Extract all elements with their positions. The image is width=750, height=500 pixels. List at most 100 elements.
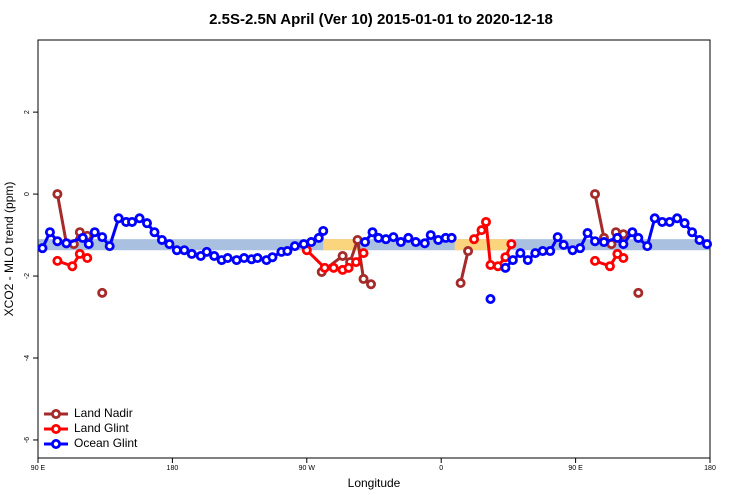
data-point xyxy=(252,253,263,264)
data-point xyxy=(351,257,362,268)
band-highlight xyxy=(454,239,509,251)
legend-label: Land Glint xyxy=(74,421,129,435)
data-point xyxy=(425,230,436,241)
x-tick-label: 180 xyxy=(704,465,716,472)
data-point xyxy=(337,250,348,261)
data-point xyxy=(358,273,369,284)
data-point xyxy=(67,261,78,272)
data-point xyxy=(52,255,63,266)
legend-label: Land Nadir xyxy=(74,406,133,420)
y-axis-label: XCO2 - MLO trend (ppm) xyxy=(2,182,16,317)
data-point xyxy=(463,246,474,257)
data-point xyxy=(702,239,713,250)
data-point xyxy=(82,253,93,264)
data-point xyxy=(507,255,518,266)
data-point xyxy=(44,227,55,238)
data-point xyxy=(627,227,638,238)
data-point xyxy=(367,227,378,238)
data-point xyxy=(694,234,705,245)
x-tick-label: 90 W xyxy=(299,465,316,472)
data-point xyxy=(97,232,108,243)
data-point xyxy=(403,232,414,243)
y-tick-label: -6 xyxy=(24,437,31,443)
x-axis-label: Longitude xyxy=(348,476,401,490)
data-point xyxy=(598,237,609,248)
data-point xyxy=(52,189,63,200)
data-point xyxy=(575,243,586,254)
data-point xyxy=(649,213,660,224)
data-point xyxy=(373,232,384,243)
data-point xyxy=(104,241,115,252)
y-tick-label: -2 xyxy=(24,273,31,279)
data-point xyxy=(590,189,601,200)
legend-marker xyxy=(51,438,62,449)
data-point xyxy=(552,232,563,243)
data-point xyxy=(618,239,629,250)
data-point xyxy=(672,213,683,224)
data-point xyxy=(687,227,698,238)
data-point xyxy=(267,252,278,263)
data-point xyxy=(604,261,615,272)
data-point xyxy=(186,248,197,259)
data-point xyxy=(83,239,94,250)
data-point xyxy=(289,241,300,252)
data-point xyxy=(328,262,339,273)
data-point xyxy=(476,225,487,236)
x-tick-label: 90 E xyxy=(31,465,46,472)
data-point xyxy=(366,279,377,290)
data-point xyxy=(545,246,556,257)
trend-band xyxy=(38,239,710,251)
data-point xyxy=(77,232,88,243)
data-point xyxy=(612,232,623,243)
legend-marker xyxy=(51,408,62,419)
data-point xyxy=(319,262,330,273)
data-point xyxy=(156,234,167,245)
data-point xyxy=(664,216,675,227)
data-point xyxy=(469,234,480,245)
data-point xyxy=(222,253,233,264)
data-point xyxy=(388,232,399,243)
data-point xyxy=(618,253,629,264)
data-point xyxy=(679,218,690,229)
data-point xyxy=(485,259,496,270)
data-point xyxy=(500,262,511,273)
data-point xyxy=(282,246,293,257)
data-point xyxy=(127,216,138,227)
data-point xyxy=(455,278,466,289)
data-point xyxy=(209,250,220,261)
data-point xyxy=(419,238,430,249)
data-point xyxy=(89,227,100,238)
data-point xyxy=(480,216,491,227)
chart-title: 2.5S-2.5N April (Ver 10) 2015-01-01 to 2… xyxy=(209,11,553,28)
data-point xyxy=(239,253,250,264)
legend-label: Ocean Glint xyxy=(74,436,138,450)
x-tick-label: 180 xyxy=(167,465,179,472)
data-point xyxy=(306,237,317,248)
data-point xyxy=(52,236,63,247)
data-point xyxy=(446,232,457,243)
data-point xyxy=(492,261,503,272)
data-point xyxy=(164,239,175,250)
data-point xyxy=(179,245,190,256)
data-point xyxy=(642,241,653,252)
data-point xyxy=(590,255,601,266)
data-point xyxy=(360,237,371,248)
data-point xyxy=(113,213,124,224)
data-point xyxy=(633,232,644,243)
data-point xyxy=(515,248,526,259)
legend-marker xyxy=(51,423,62,434)
x-tick-label: 90 E xyxy=(568,465,583,472)
data-point xyxy=(343,262,354,273)
data-point xyxy=(633,287,644,298)
data-point xyxy=(582,228,593,239)
y-tick-label: -4 xyxy=(24,355,31,361)
data-point xyxy=(506,239,517,250)
data-point xyxy=(201,246,212,257)
data-point xyxy=(142,218,153,229)
data-point xyxy=(37,243,48,254)
data-point xyxy=(61,238,72,249)
data-point xyxy=(522,255,533,266)
data-point xyxy=(134,213,145,224)
